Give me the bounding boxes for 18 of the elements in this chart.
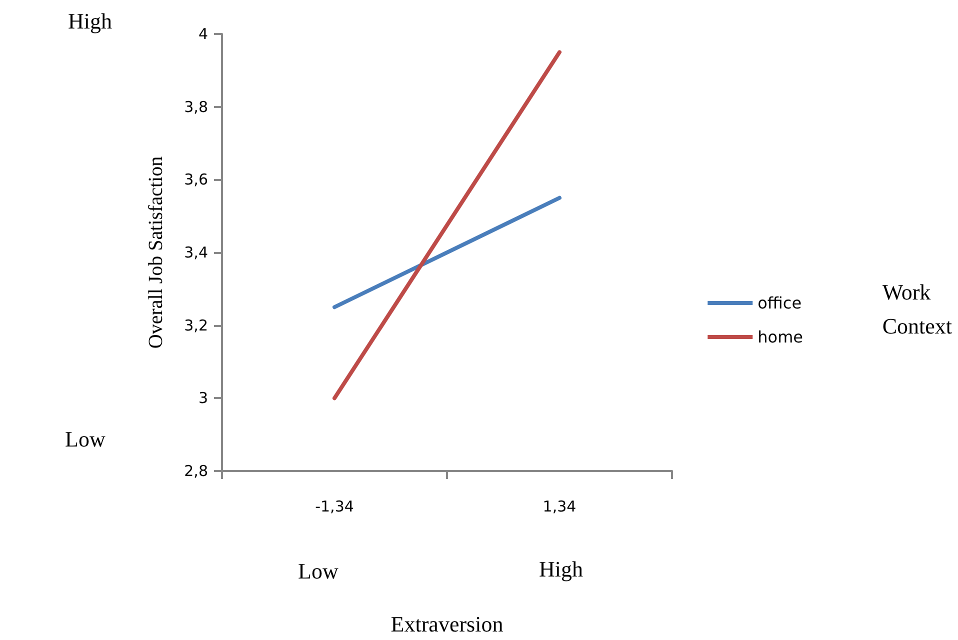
legend-label: home: [758, 328, 803, 346]
x-tick-label: 1,34: [542, 498, 576, 516]
text: High: [539, 556, 583, 582]
text: Low: [298, 558, 338, 584]
legend-title: Work Context: [882, 280, 952, 338]
y-tick-label: 2,8: [184, 462, 208, 480]
y-tick-label: 4: [198, 25, 208, 43]
y-tick-label: 3,4: [184, 244, 208, 262]
y-tick-label: 3: [198, 389, 208, 408]
x-axis-title: Extraversion: [390, 612, 504, 636]
y-tick-label: 3,2: [184, 316, 208, 334]
y-tick-label: 3,6: [184, 170, 208, 189]
y-axis-title: Overall Job Satisfaction: [145, 156, 167, 349]
y-tick-label: 3,8: [184, 98, 208, 116]
text: High: [68, 8, 112, 34]
legend-label: office: [758, 294, 802, 312]
text: Low: [65, 426, 106, 452]
x-tick-label: -1,34: [315, 498, 354, 516]
